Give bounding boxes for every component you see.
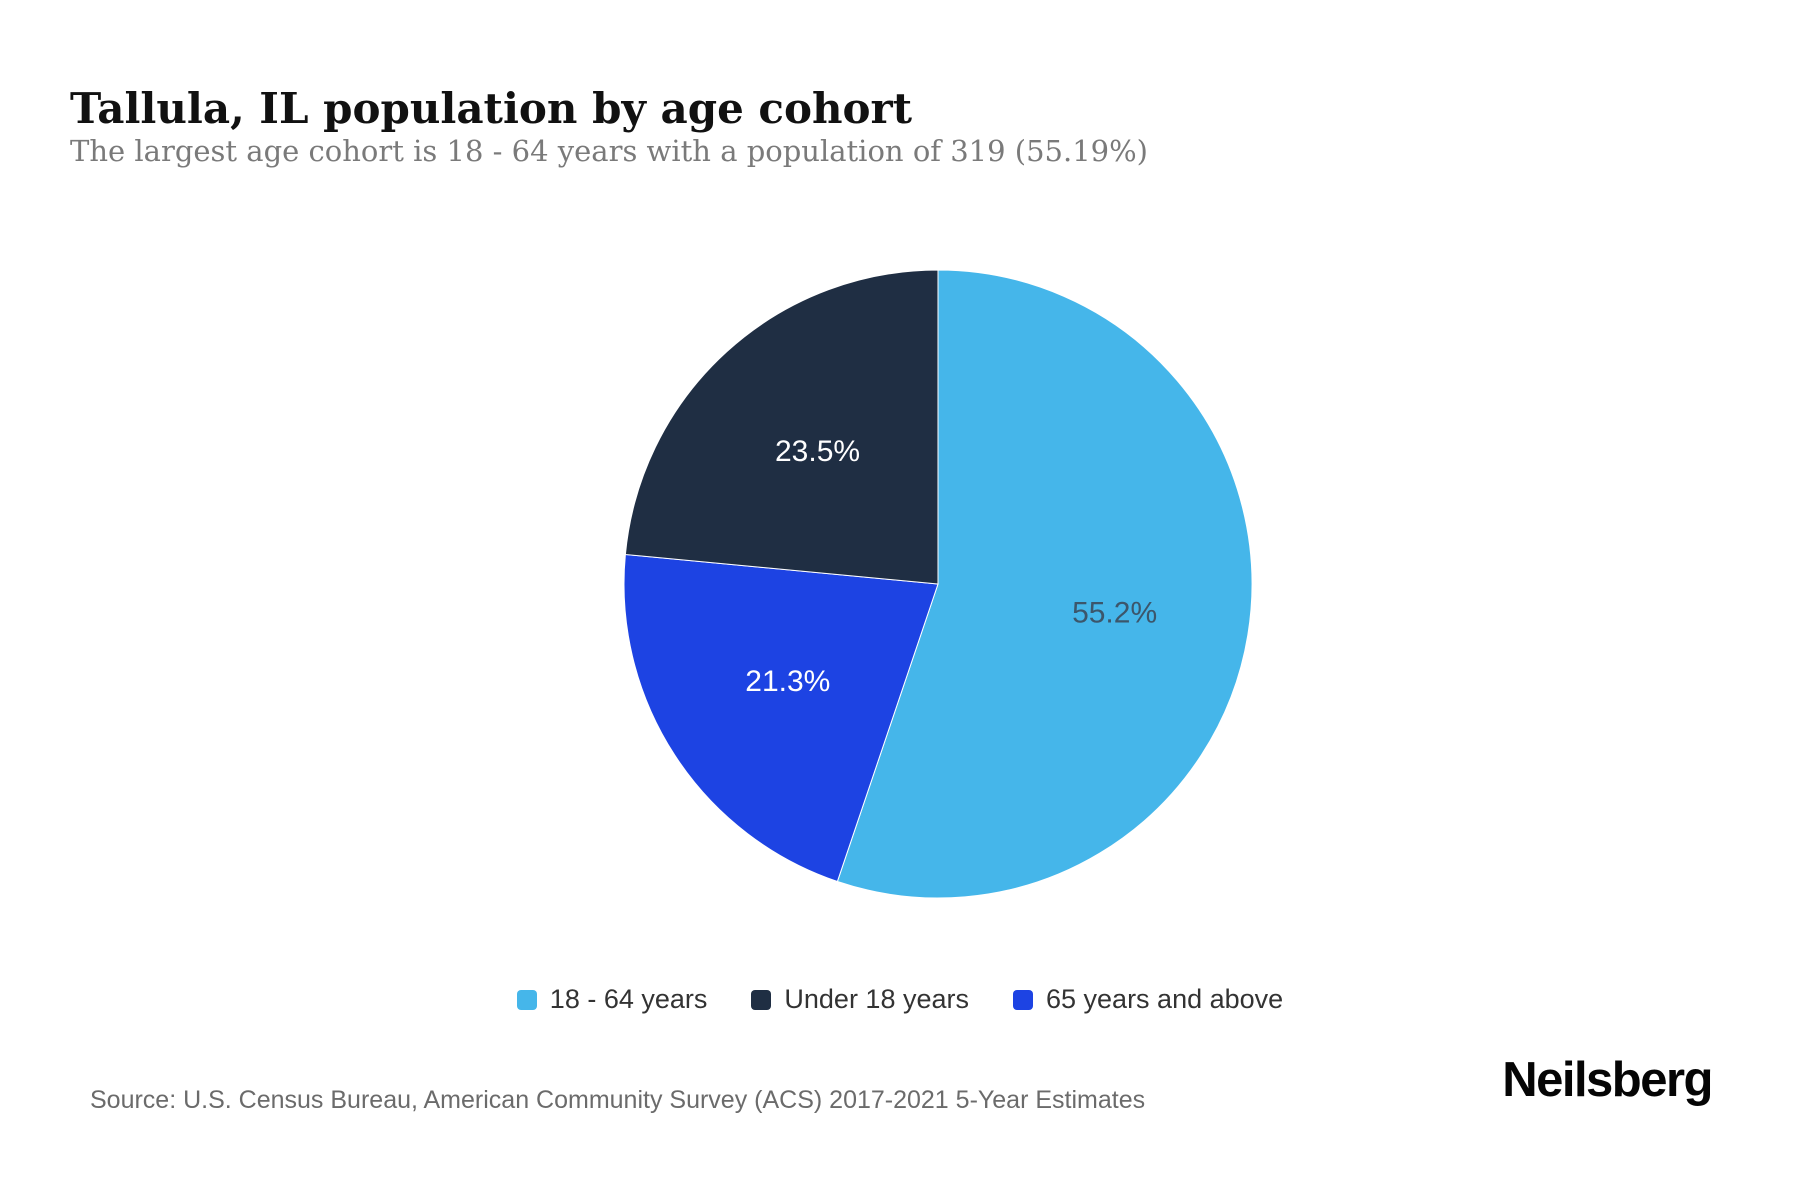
legend-swatch-icon <box>516 989 537 1010</box>
legend-label: Under 18 years <box>784 984 969 1014</box>
pie-data-label-18-64-years: 55.2% <box>1072 597 1157 630</box>
legend-item-65-years-and-above[interactable]: 65 years and above <box>1013 984 1283 1015</box>
pie-data-label-under-18-years: 23.5% <box>775 435 860 468</box>
pie-data-label-65-years-and-above: 21.3% <box>745 665 830 698</box>
pie-chart: 55.2% 21.3% 23.5% <box>623 269 1253 899</box>
legend-item-under-18-years[interactable]: Under 18 years <box>751 984 969 1015</box>
pie-slice-under-18-years[interactable] <box>624 269 939 585</box>
brand-logo[interactable]: Neilsberg <box>1502 1053 1713 1107</box>
legend-item-18-64-years[interactable]: 18 - 64 years <box>516 984 708 1015</box>
legend-label: 18 - 64 years <box>549 984 708 1014</box>
legend: 18 - 64 years Under 18 years 65 years and … <box>0 984 1800 1015</box>
source-text: Source: U.S. Census Bureau, American Com… <box>90 1086 1146 1114</box>
legend-swatch-icon <box>1013 989 1033 1010</box>
page-title: Tallula, IL population by age cohort <box>70 84 913 134</box>
legend-swatch-icon <box>751 989 772 1010</box>
page-subtitle: The largest age cohort is 18 - 64 years … <box>70 134 1148 168</box>
legend-label: 65 years and above <box>1046 984 1284 1014</box>
pie-slice-65-years-and-above[interactable] <box>623 553 939 883</box>
pie-slice-18-64-years[interactable] <box>836 269 1253 899</box>
